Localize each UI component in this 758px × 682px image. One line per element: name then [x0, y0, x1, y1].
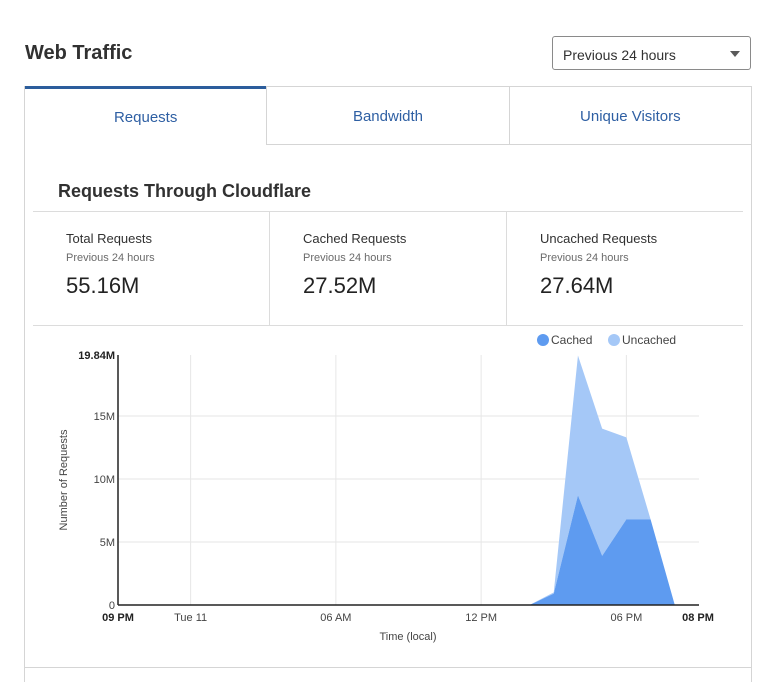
y-tick-label: 15M: [94, 411, 115, 423]
tab-unique-visitors[interactable]: Unique Visitors: [508, 87, 751, 145]
stat-uncached-requests: Uncached Requests Previous 24 hours 27.6…: [506, 212, 743, 325]
section-divider: [33, 211, 743, 212]
stat-value: 27.64M: [540, 273, 614, 298]
stat-period: Previous 24 hours: [303, 252, 392, 264]
time-range-select[interactable]: Previous 24 hours: [552, 36, 751, 70]
traffic-panel: Requests Bandwidth Unique Visitors Reque…: [24, 86, 752, 682]
stats-row: Total Requests Previous 24 hours 55.16M …: [33, 212, 743, 325]
x-tick-label: 06 AM: [320, 612, 351, 624]
x-tick-label: 12 PM: [465, 612, 497, 624]
y-axis-title: Number of Requests: [58, 429, 70, 530]
stats-divider: [33, 325, 743, 326]
x-tick-label: 08 PM: [682, 612, 714, 624]
page-title: Web Traffic: [25, 42, 133, 64]
stat-label: Cached Requests: [303, 231, 407, 246]
stat-period: Previous 24 hours: [540, 252, 629, 264]
y-max-label: 19.84M: [78, 350, 115, 362]
y-tick-label: 0: [109, 600, 115, 612]
section-title: Requests Through Cloudflare: [58, 181, 312, 201]
cached-area: [118, 495, 675, 605]
y-tick-label: 10M: [94, 474, 115, 486]
legend-cached-label: Cached: [551, 333, 592, 347]
y-tick-label: 5M: [100, 537, 115, 549]
legend-uncached-label: Uncached: [622, 333, 676, 347]
stat-label: Total Requests: [66, 231, 152, 246]
tab-bar: Requests Bandwidth Unique Visitors: [25, 86, 751, 145]
stat-value: 55.16M: [66, 273, 140, 298]
stat-value: 27.52M: [303, 273, 377, 298]
tab-requests[interactable]: Requests: [25, 86, 267, 145]
time-range-value: Previous 24 hours: [563, 47, 676, 63]
stat-period: Previous 24 hours: [66, 252, 155, 264]
legend-uncached-swatch: [608, 334, 620, 346]
x-tick-label: Tue 11: [174, 612, 207, 624]
stat-cached-requests: Cached Requests Previous 24 hours 27.52M: [269, 212, 506, 325]
x-tick-label: 06 PM: [610, 612, 642, 624]
tab-bandwidth[interactable]: Bandwidth: [266, 87, 509, 145]
stat-label: Uncached Requests: [540, 231, 658, 246]
caret-down-icon: [730, 51, 740, 57]
legend-cached-swatch: [537, 334, 549, 346]
x-tick-label: 09 PM: [102, 612, 134, 624]
panel-bottom-divider: [24, 667, 752, 668]
stat-total-requests: Total Requests Previous 24 hours 55.16M: [33, 212, 269, 325]
x-axis-title: Time (local): [379, 631, 436, 643]
